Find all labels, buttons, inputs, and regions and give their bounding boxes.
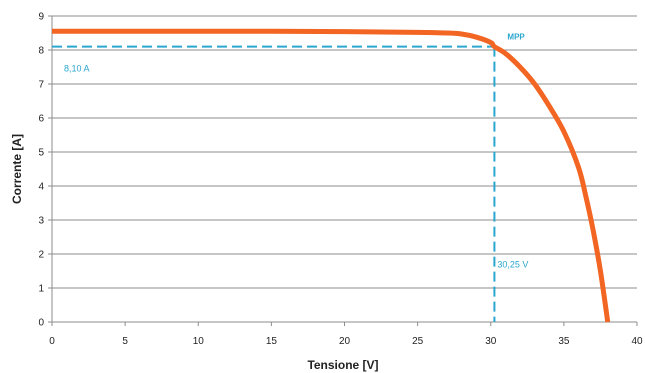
y-tick-label-4: 4 <box>38 182 44 193</box>
y-tick-label-2: 2 <box>38 250 44 261</box>
x-tick-label-15: 15 <box>266 336 278 347</box>
y-tick-labels: 0 1 2 3 4 5 6 7 8 9 <box>38 12 44 329</box>
y-tick-label-5: 5 <box>38 148 44 159</box>
y-axis-title: Corrente [A] <box>10 134 24 204</box>
y-tick-label-6: 6 <box>38 114 44 125</box>
x-tick-label-35: 35 <box>558 336 570 347</box>
gridlines <box>52 15 637 289</box>
y-tick-label-9: 9 <box>38 12 44 23</box>
axes <box>48 15 638 326</box>
x-tick-label-25: 25 <box>412 336 424 347</box>
mpp-guides <box>52 45 496 322</box>
x-tick-label-10: 10 <box>193 336 205 347</box>
y-tick-label-1: 1 <box>38 284 44 295</box>
y-tick-label-7: 7 <box>38 80 44 91</box>
current-value-label: 8,10 A <box>64 64 90 74</box>
y-tick-label-0: 0 <box>38 318 44 329</box>
x-tick-labels: 0 5 10 15 20 25 30 35 40 <box>49 336 643 347</box>
mpp-label: MPP <box>507 33 525 42</box>
series-group <box>51 28 611 323</box>
x-tick-label-5: 5 <box>122 336 128 347</box>
x-axis-title: Tensione [V] <box>307 358 378 372</box>
voltage-value-label: 30,25 V <box>497 260 528 270</box>
annotations: MPP 8,10 A 30,25 V <box>64 33 528 270</box>
x-tick-label-0: 0 <box>49 336 55 347</box>
x-tick-label-20: 20 <box>339 336 351 347</box>
x-tick-label-30: 30 <box>485 336 497 347</box>
y-tick-label-8: 8 <box>38 46 44 57</box>
y-tick-label-3: 3 <box>38 216 44 227</box>
x-tick-label-40: 40 <box>631 336 643 347</box>
series-line-0 <box>51 28 611 323</box>
